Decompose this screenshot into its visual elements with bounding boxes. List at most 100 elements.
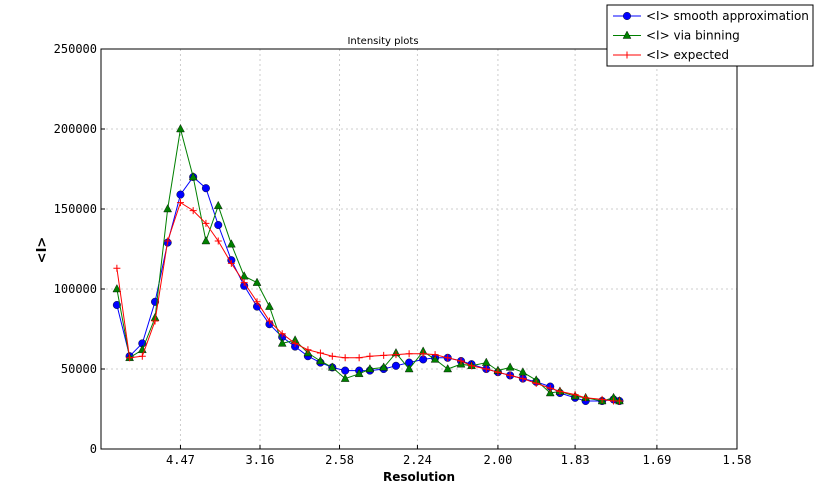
series-1 xyxy=(112,124,624,405)
x-tick-label: 1.58 xyxy=(723,453,752,467)
data-point xyxy=(138,352,146,360)
data-point xyxy=(227,259,235,267)
data-point xyxy=(316,349,324,357)
data-point xyxy=(481,357,491,366)
data-point xyxy=(340,373,350,382)
data-point xyxy=(379,362,388,371)
data-point xyxy=(304,346,312,354)
data-point xyxy=(277,338,287,347)
data-point xyxy=(505,362,515,371)
x-tick-label: 3.16 xyxy=(246,453,275,467)
data-point xyxy=(392,351,400,359)
data-point xyxy=(482,365,490,373)
x-axis-label: Resolution xyxy=(383,470,455,484)
data-point xyxy=(380,351,388,359)
data-point xyxy=(126,354,134,362)
data-point xyxy=(556,387,564,395)
y-tick-label: 200000 xyxy=(54,122,97,136)
data-point xyxy=(201,184,210,193)
grid xyxy=(101,49,737,449)
data-point xyxy=(227,239,236,248)
y-tick-label: 100000 xyxy=(54,282,97,296)
data-point xyxy=(341,354,349,362)
data-point xyxy=(494,368,502,376)
data-point xyxy=(164,237,172,245)
data-point xyxy=(327,362,337,371)
series-line xyxy=(116,128,620,402)
data-point xyxy=(176,124,185,133)
data-point xyxy=(430,354,440,363)
data-point xyxy=(291,339,299,347)
data-point xyxy=(506,371,514,379)
data-point xyxy=(112,284,122,293)
data-point xyxy=(202,219,210,227)
data-point xyxy=(546,384,554,392)
series-layer xyxy=(112,124,624,406)
x-tick-label: 2.58 xyxy=(325,453,354,467)
data-point xyxy=(253,298,261,306)
data-point xyxy=(278,330,286,338)
ticks: 4.47 3.16 2.58 2.24 2.00 1.83 1.69 1.58 0 50000 10… xyxy=(54,42,752,467)
data-point xyxy=(213,200,223,210)
data-point xyxy=(176,190,185,199)
data-point xyxy=(265,317,273,325)
data-point xyxy=(610,397,618,405)
data-point xyxy=(431,351,439,359)
data-point xyxy=(354,368,364,377)
data-point xyxy=(598,395,606,403)
data-point xyxy=(214,220,223,229)
data-point xyxy=(163,204,173,213)
data-point xyxy=(365,364,375,373)
data-point xyxy=(532,379,540,387)
data-point xyxy=(545,388,555,397)
data-point xyxy=(571,391,579,399)
legend-label: <I> expected xyxy=(646,48,729,62)
data-point xyxy=(201,236,211,245)
y-tick-label: 0 xyxy=(90,442,97,456)
legend-label: <I> smooth approximation xyxy=(646,9,809,23)
x-tick-label: 4.47 xyxy=(166,453,195,467)
data-point xyxy=(443,364,453,373)
data-point xyxy=(316,356,325,365)
y-axis-label: <I> xyxy=(35,237,50,264)
data-point xyxy=(615,397,623,405)
data-point xyxy=(151,317,159,325)
legend-marker xyxy=(623,51,631,59)
legend-label: <I> via binning xyxy=(646,29,740,43)
data-point xyxy=(391,361,400,370)
data-point xyxy=(457,357,465,365)
legend-marker xyxy=(623,11,632,20)
data-point xyxy=(240,279,248,287)
x-tick-label: 1.69 xyxy=(642,453,671,467)
chart-title: Intensity plots xyxy=(347,36,418,47)
y-tick-label: 150000 xyxy=(54,202,97,216)
x-tick-label: 1.83 xyxy=(561,453,590,467)
data-point xyxy=(419,350,427,358)
data-point xyxy=(405,350,413,358)
data-point xyxy=(404,364,414,373)
data-point xyxy=(214,237,222,245)
data-point xyxy=(252,277,262,286)
legend: <I> smooth approximation <I> via binning <… xyxy=(606,4,814,67)
data-point xyxy=(265,301,274,310)
data-point xyxy=(519,375,527,383)
data-point xyxy=(582,394,590,402)
y-tick-label: 250000 xyxy=(54,42,97,56)
legend-marker xyxy=(622,30,632,39)
x-tick-label: 2.24 xyxy=(403,453,432,467)
data-point xyxy=(328,352,336,360)
y-tick-label: 50000 xyxy=(61,362,97,376)
data-point xyxy=(355,354,363,362)
x-tick-label: 2.00 xyxy=(483,453,512,467)
legend-box xyxy=(606,4,814,67)
data-point xyxy=(113,264,121,272)
data-point xyxy=(444,354,452,362)
data-point xyxy=(341,366,350,375)
data-point xyxy=(366,352,374,360)
series-2 xyxy=(113,199,623,405)
data-point xyxy=(468,362,476,370)
data-point xyxy=(189,207,197,215)
plot-frame xyxy=(100,48,738,450)
data-point xyxy=(176,199,184,207)
